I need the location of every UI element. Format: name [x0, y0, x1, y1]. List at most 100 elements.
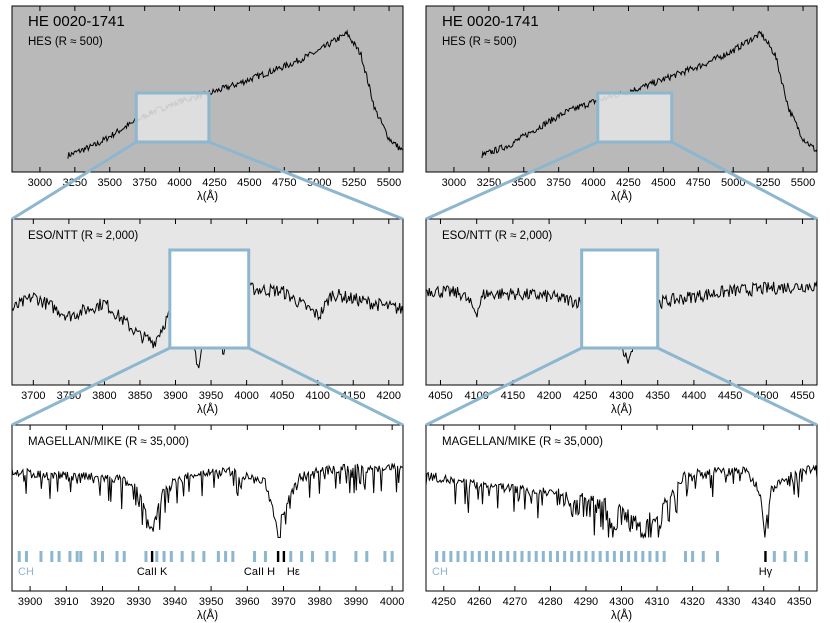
x-tick-label: 3940: [163, 596, 187, 608]
instrument-label: HES (R ≈ 500): [28, 36, 103, 48]
ch-feature-mark: [634, 551, 638, 562]
ch-feature-mark: [354, 551, 358, 562]
ch-feature-mark: [541, 551, 545, 562]
instrument-label: ESO/NTT (R ≈ 2,000): [28, 230, 138, 242]
x-tick-label: 4500: [237, 177, 261, 189]
x-tick-label: 3910: [54, 596, 78, 608]
x-tick-label: 3250: [477, 177, 501, 189]
ch-feature-mark: [701, 551, 705, 562]
ch-feature-mark: [548, 551, 552, 562]
ch-feature-mark: [300, 551, 304, 562]
spectrum-line: [67, 29, 404, 159]
spectrum-line: [11, 462, 404, 538]
x-tick-label: 4270: [503, 596, 527, 608]
ch-feature-mark: [24, 551, 28, 562]
ch-feature-mark: [144, 551, 148, 562]
ch-feature-mark: [162, 551, 166, 562]
x-tick-label: 4290: [574, 596, 598, 608]
x-tick-label: 4260: [467, 596, 491, 608]
line-label: CaII K: [137, 566, 168, 578]
x-axis-label: λ(Å): [611, 609, 632, 622]
x-tick-label: 4250: [616, 177, 640, 189]
ch-feature-mark: [224, 551, 228, 562]
ch-feature-mark: [484, 551, 488, 562]
x-tick-label: 3000: [28, 177, 52, 189]
ch-feature-mark: [620, 551, 623, 562]
ch-feature-mark: [75, 551, 79, 562]
x-tick-label: 3800: [92, 390, 116, 402]
ch-feature-mark: [253, 551, 257, 562]
ch-feature-mark: [605, 551, 609, 562]
x-tick-label: 4500: [651, 177, 675, 189]
x-tick-label: 4750: [686, 177, 710, 189]
x-tick-label: 3750: [132, 177, 156, 189]
ch-feature-mark: [325, 551, 329, 562]
plot-frame: [11, 424, 404, 592]
ch-feature-mark: [513, 551, 517, 562]
ch-feature-mark: [598, 551, 602, 562]
ch-feature-mark: [456, 551, 460, 562]
x-tick-label: 4000: [234, 390, 258, 402]
x-tick-label: 4200: [377, 390, 401, 402]
x-tick-label: 4350: [645, 390, 669, 402]
zoom-connector: [11, 140, 138, 221]
ch-feature-mark: [202, 551, 206, 562]
x-tick-label: 5500: [377, 177, 401, 189]
ch-feature-mark: [570, 551, 574, 562]
x-axis-label: λ(Å): [197, 403, 218, 416]
ch-feature-mark: [655, 551, 659, 562]
x-tick-label: 4280: [538, 596, 562, 608]
x-tick-label: 3950: [199, 596, 223, 608]
ch-feature-mark: [715, 551, 719, 562]
x-tick-label: 4450: [718, 390, 742, 402]
ch-feature-mark: [691, 551, 695, 562]
x-tick-label: 3930: [126, 596, 150, 608]
ch-feature-mark: [492, 551, 496, 562]
x-tick-label: 4250: [432, 596, 456, 608]
zoom-connector: [657, 346, 818, 427]
ch-feature-mark: [310, 551, 314, 562]
instrument-label: MAGELLAN/MIKE (R ≈ 35,000): [28, 436, 189, 448]
panel-right-top: HE 0020-1741 HES (R ≈ 500) 3000 3250 3500 375…: [425, 5, 818, 203]
line-label: CaII H: [244, 566, 275, 578]
zoom-connector: [425, 140, 599, 221]
x-tick-label: 4250: [202, 177, 226, 189]
x-tick-label: 3500: [512, 177, 536, 189]
ch-feature-mark: [556, 551, 560, 562]
ch-feature-mark: [122, 551, 126, 562]
x-tick-label: 4000: [167, 177, 191, 189]
line-label: Hγ: [759, 566, 773, 578]
object-name: HE 0020-1741: [28, 13, 125, 30]
x-tick-label: 3000: [442, 177, 466, 189]
x-axis-label: λ(Å): [611, 403, 632, 416]
ch-feature-mark: [563, 551, 567, 562]
object-name: HE 0020-1741: [442, 13, 539, 30]
x-tick-label: 4750: [272, 177, 296, 189]
x-tick-label: 4000: [581, 177, 605, 189]
ch-feature-mark: [155, 551, 159, 562]
x-tick-label: 5250: [756, 177, 780, 189]
x-tick-label: 5000: [307, 177, 331, 189]
x-tick-label: 5000: [721, 177, 745, 189]
ch-feature-mark: [662, 551, 666, 562]
ch-feature-mark: [231, 551, 235, 562]
x-axis-label: λ(Å): [197, 609, 218, 622]
ch-feature-mark: [169, 551, 173, 562]
ch-feature-mark: [584, 551, 588, 562]
ch-feature-mark: [772, 551, 776, 562]
x-tick-label: 4330: [716, 596, 740, 608]
ch-feature-mark: [794, 551, 798, 562]
zoom-window: [134, 91, 211, 144]
x-tick-label: 5500: [791, 177, 815, 189]
ch-feature-mark: [591, 551, 595, 562]
ch-feature-mark: [506, 551, 510, 562]
ch-feature-mark: [449, 551, 453, 562]
ch-label: CH: [432, 566, 448, 578]
ch-feature-mark: [477, 551, 481, 562]
x-tick-label: 4550: [790, 390, 814, 402]
zoom-window: [596, 91, 674, 144]
ch-feature-mark: [50, 551, 54, 562]
x-tick-label: 3990: [344, 596, 368, 608]
instrument-label: MAGELLAN/MIKE (R ≈ 35,000): [442, 436, 603, 448]
